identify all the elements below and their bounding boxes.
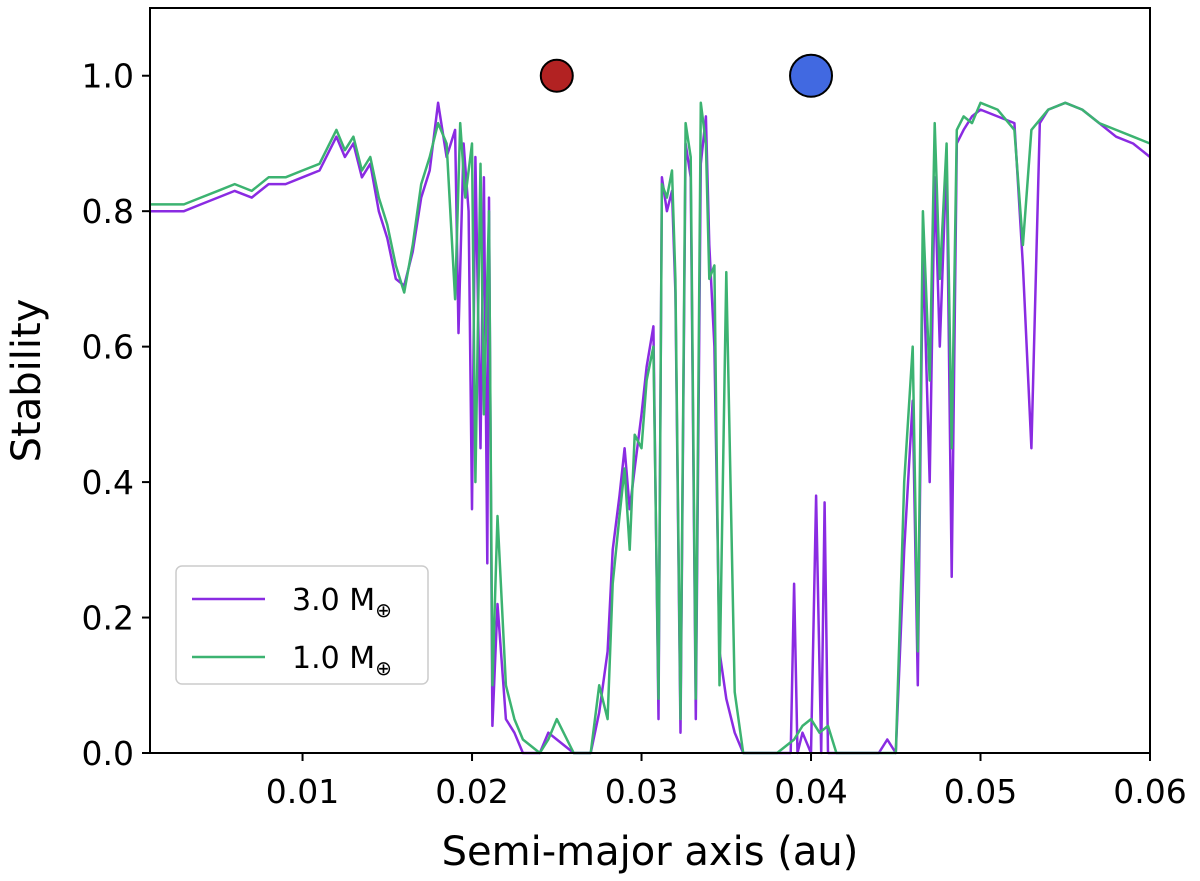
y-tick-label: 0.4 <box>82 463 134 502</box>
legend-box <box>175 565 429 685</box>
y-tick-label: 0.6 <box>82 328 134 367</box>
y-tick-label: 0.0 <box>82 734 134 773</box>
x-tick-label: 0.05 <box>944 772 1017 811</box>
legend: 3.0 M⊕1.0 M⊕ <box>175 565 429 685</box>
series-layer <box>150 101 1151 755</box>
y-tick-label: 1.0 <box>82 57 134 96</box>
y-axis-label: Stability <box>4 299 50 463</box>
x-tick-label: 0.06 <box>1113 772 1186 811</box>
planet-marker-0 <box>539 58 574 93</box>
tick-layer: 0.01 0.02 0.03 0.04 0.05 0.06 0.0 0.2 0.4 0.6 0.8 1… <box>82 57 1187 811</box>
y-tick-label: 0.2 <box>82 599 134 638</box>
x-tick-label: 0.03 <box>605 772 678 811</box>
x-tick-label: 0.04 <box>774 772 847 811</box>
x-axis-label: Semi-major axis (au) <box>442 829 859 875</box>
x-tick-label: 0.02 <box>435 772 508 811</box>
y-tick-label: 0.8 <box>82 192 134 231</box>
marker-layer <box>539 53 834 98</box>
series-line-1 <box>150 101 1151 755</box>
plot-frame <box>149 7 1151 754</box>
planet-marker-1 <box>789 53 834 98</box>
x-tick-label: 0.01 <box>266 772 339 811</box>
